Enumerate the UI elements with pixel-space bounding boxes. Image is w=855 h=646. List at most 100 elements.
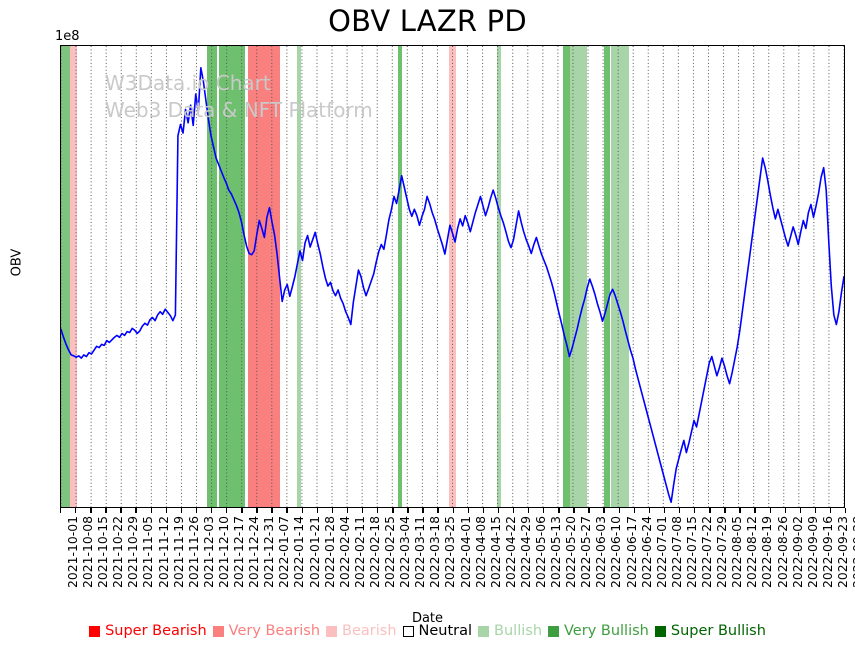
x-tick-mark: [316, 508, 319, 513]
x-tick-mark: [437, 508, 439, 513]
x-tick-label: 2022-05-27: [578, 516, 594, 589]
sentiment-band: [218, 46, 245, 507]
legend-item[interactable]: Very Bullish: [548, 623, 649, 639]
y-tick-mark: [60, 274, 61, 275]
x-tick-mark: [407, 508, 409, 513]
x-tick-label: 2021-12-31: [261, 516, 277, 589]
legend-item[interactable]: Neutral: [402, 623, 473, 639]
x-tick-label: 2021-11-12: [155, 516, 171, 589]
sentiment-band: [604, 46, 611, 507]
x-tick-mark: [346, 508, 349, 513]
plot-area: W3Data.io Chart Web3 Data & NFT Platform…: [60, 45, 845, 508]
legend-item[interactable]: Bullish: [478, 623, 542, 639]
x-tick-mark: [829, 508, 832, 513]
x-tick-mark: [256, 508, 258, 513]
legend-label: Very Bullish: [564, 623, 649, 639]
x-tick-label: 2022-01-28: [321, 516, 337, 589]
y-axis-exponent: 1e8: [55, 29, 80, 44]
x-tick-mark: [769, 508, 771, 513]
x-tick-mark: [271, 508, 273, 513]
x-tick-mark: [845, 508, 847, 513]
x-tick-label: 2022-09-16: [819, 516, 835, 589]
legend-item[interactable]: Bearish: [326, 623, 397, 639]
x-tick-mark: [694, 508, 696, 513]
x-tick-label: 2022-06-24: [638, 516, 654, 589]
x-tick-mark: [588, 508, 590, 513]
x-tick-mark: [452, 508, 454, 513]
gridlines: [61, 46, 844, 507]
sentiment-band: [70, 46, 78, 507]
x-tick-mark: [739, 508, 741, 513]
x-tick-label: 2021-12-10: [215, 516, 231, 589]
x-tick-label: 2022-07-22: [699, 516, 715, 589]
x-tick-mark: [784, 508, 786, 513]
x-tick-mark: [724, 508, 726, 513]
x-tick-mark: [814, 508, 817, 513]
x-tick-label: 2021-11-05: [140, 516, 156, 589]
x-tick-mark: [709, 508, 711, 513]
x-tick-label: 2022-03-25: [442, 516, 458, 589]
legend-item[interactable]: Super Bullish: [654, 623, 766, 639]
y-tick-mark: [60, 145, 61, 146]
x-tick-label: 2022-02-25: [382, 516, 398, 589]
legend-swatch-icon: [326, 625, 338, 637]
x-tick-label: 2022-06-10: [608, 516, 624, 589]
x-tick-mark: [754, 508, 756, 513]
x-tick-label: 2021-11-19: [170, 516, 186, 589]
x-tick-label: 2022-06-17: [623, 516, 639, 589]
legend-item[interactable]: Very Bearish: [212, 623, 320, 639]
legend-label: Bearish: [342, 623, 397, 639]
x-tick-label: 2022-04-01: [457, 516, 473, 589]
sentiment-band: [61, 46, 71, 507]
x-tick-label: 2022-01-14: [291, 516, 307, 589]
x-tick-mark: [663, 508, 666, 513]
x-tick-mark: [482, 508, 485, 513]
legend-item[interactable]: Super Bearish: [89, 623, 207, 639]
x-tick-label: 2022-04-29: [517, 516, 533, 589]
x-tick-label: 2022-07-08: [668, 516, 684, 589]
x-tick-mark: [120, 508, 122, 513]
x-tick-mark: [331, 508, 334, 513]
legend-swatch-icon: [402, 625, 414, 637]
x-tick-label: 2022-03-18: [427, 516, 443, 589]
x-tick-label: 2022-03-04: [397, 516, 413, 589]
x-tick-label: 2022-02-18: [366, 516, 382, 589]
x-tick-label: 2022-07-29: [714, 516, 730, 589]
x-tick-mark: [210, 508, 213, 513]
x-tick-mark: [603, 508, 605, 513]
legend: Super Bearish Very Bearish Bearish Neutral B…: [0, 620, 855, 642]
x-tick-mark: [195, 508, 198, 513]
x-tick-label: 2022-03-11: [412, 516, 428, 589]
x-tick-mark: [226, 508, 228, 513]
x-tick-label: 2021-10-01: [65, 516, 80, 589]
x-tick-label: 2022-08-12: [744, 516, 760, 589]
x-tick-mark: [241, 508, 243, 513]
x-tick-label: 2022-05-13: [548, 516, 564, 589]
page-title: OBV LAZR PD: [328, 4, 527, 38]
x-tick-mark: [377, 508, 379, 513]
x-tick-label: 2022-09-23: [834, 516, 850, 589]
x-tick-label: 2022-07-15: [683, 516, 699, 589]
x-tick-mark: [165, 508, 168, 513]
x-tick-mark: [105, 508, 107, 513]
x-tick-label: 2022-07-01: [653, 516, 669, 589]
legend-label: Neutral: [418, 623, 473, 639]
x-tick-mark: [467, 508, 469, 513]
y-axis-title: OBV: [9, 248, 25, 277]
x-tick-mark: [527, 508, 530, 513]
x-tick-mark: [361, 508, 364, 513]
sentiment-band: [563, 46, 570, 507]
y-tick-mark: [60, 338, 61, 339]
y-tick-mark: [60, 402, 61, 403]
x-tick-label: 2022-06-03: [593, 516, 609, 589]
x-tick-label: 2022-09-28: [850, 516, 855, 589]
x-tick-mark: [618, 508, 620, 513]
legend-label: Bullish: [494, 623, 543, 639]
x-tick-mark: [60, 508, 62, 513]
x-tick-mark: [135, 508, 137, 513]
obv-line-series: [61, 66, 844, 503]
x-tick-label: 2022-01-07: [276, 516, 292, 589]
x-tick-mark: [648, 508, 651, 513]
x-tick-label: 2021-12-24: [246, 516, 262, 589]
sentiment-band: [397, 46, 402, 507]
